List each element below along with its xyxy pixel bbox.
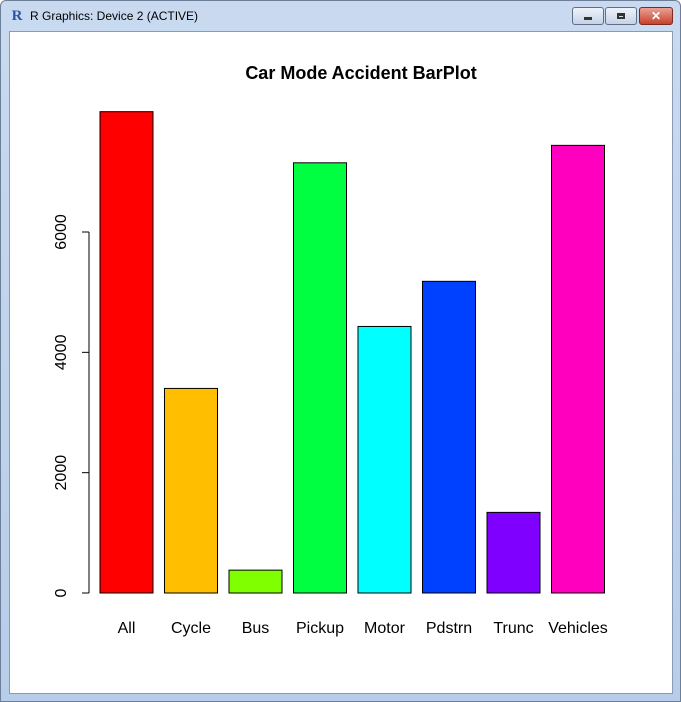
bar-all xyxy=(99,111,154,594)
y-axis: 0 2000 4000 6000 xyxy=(53,214,90,597)
bar-trunc xyxy=(486,511,541,594)
bar-bus xyxy=(228,569,283,594)
x-tick-label-pdstrn: Pdstrn xyxy=(426,620,472,637)
bar-cycle xyxy=(164,387,218,594)
maximize-icon xyxy=(617,13,625,19)
x-tick-label-vehicles: Vehicles xyxy=(548,620,608,637)
close-icon: ✕ xyxy=(650,9,662,23)
bar-pdstrn xyxy=(422,280,476,594)
x-tick-label-trunc: Trunc xyxy=(493,620,533,637)
x-tick-label-cycle: Cycle xyxy=(171,620,211,637)
x-tick-label-all: All xyxy=(118,620,136,637)
plot-area: Car Mode Accident BarPlot 0 2000 4000 6000 … xyxy=(9,31,673,694)
title-bar[interactable]: R R Graphics: Device 2 (ACTIVE) ✕ xyxy=(1,1,680,31)
x-tick-label-motor: Motor xyxy=(364,620,406,637)
window-title: R Graphics: Device 2 (ACTIVE) xyxy=(30,9,199,23)
close-button[interactable]: ✕ xyxy=(639,7,673,25)
x-tick-label-bus: Bus xyxy=(242,620,270,637)
maximize-button[interactable] xyxy=(605,7,637,25)
bar-motor xyxy=(357,325,412,594)
y-tick-label: 2000 xyxy=(53,455,70,491)
minimize-icon xyxy=(584,17,592,20)
chart-title: Car Mode Accident BarPlot xyxy=(245,63,476,83)
y-tick-label: 0 xyxy=(53,588,70,597)
bar-chart: Car Mode Accident BarPlot 0200040006000 … xyxy=(53,63,608,637)
y-tick-label: 4000 xyxy=(53,334,70,370)
bars xyxy=(99,111,605,594)
minimize-button[interactable] xyxy=(572,7,604,25)
bar-vehicles xyxy=(551,144,605,594)
x-axis-labels: All Cycle Bus Pickup Motor Pdstrn Trunc Vehicle… xyxy=(118,620,608,637)
x-tick-label-pickup: Pickup xyxy=(296,620,344,637)
y-tick-label: 6000 xyxy=(53,214,70,250)
r-logo-icon: R xyxy=(11,8,23,24)
bar-pickup xyxy=(293,162,347,594)
